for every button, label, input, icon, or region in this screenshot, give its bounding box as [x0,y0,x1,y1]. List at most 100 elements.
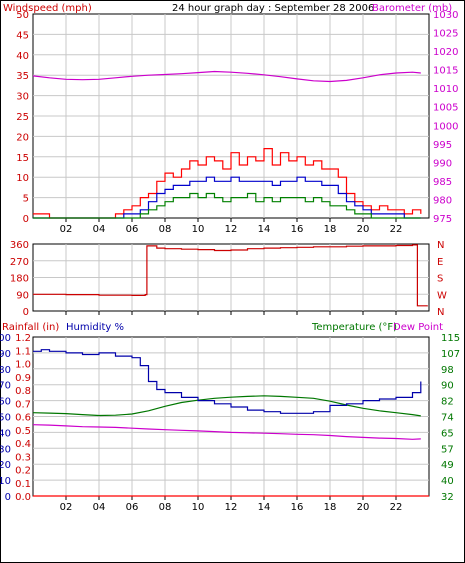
windspeed-tick-label: 5 [23,194,29,205]
barometer-line [32,70,421,83]
windspeed-tick-label: 45 [16,30,29,41]
direction-tick-label: 90 [16,290,29,301]
barometer-tick-label: 1015 [433,66,458,77]
wind-gust-line [33,148,422,219]
temperature-tick-label: 57 [441,444,454,455]
windspeed-tick-label: 10 [16,173,29,184]
temperature-tick-label: 107 [441,349,460,360]
climate-panel-x-label: 14 [258,502,271,513]
temperature-tick-label: 49 [441,460,454,471]
wind-panel-x-label: 12 [225,224,238,235]
windspeed-tick-label: 25 [16,112,29,123]
barometer-tick-label: 990 [433,158,452,169]
climate-panel-x-label: 06 [126,502,139,513]
temperature-tick-label: 32 [441,492,454,503]
barometer-tick-label: 1000 [433,121,458,132]
climate-panel-x-label: 22 [390,502,403,513]
humidity-tick-label: 20 [0,460,11,471]
climate-panel-x-label: 10 [192,502,205,513]
rainfall-tick-label: 1.0 [15,360,31,371]
humidity-tick-label: 10 [0,476,11,487]
rainfall-tick-label: 1.2 [15,333,31,344]
rainfall-tick-label: 0.4 [15,439,31,450]
wind-panel-x-label: 10 [192,224,205,235]
wind-panel-x-label: 20 [357,224,370,235]
barometer-tick-label: 995 [433,140,452,151]
windspeed-tick-label: 50 [16,10,29,21]
humidity-line [33,349,422,414]
windspeed-tick-label: 15 [16,153,29,164]
rainfall-axis-label: Rainfall (in) [2,322,59,333]
wind-panel-x-label: 04 [93,224,106,235]
dewpoint-axis-label: Dew Point [393,322,443,333]
rainfall-tick-label: 0.0 [15,492,31,503]
compass-tick-label: E [437,257,443,268]
wind-panel-x-label: 06 [126,224,139,235]
barometer-tick-label: 1025 [433,29,458,40]
direction-tick-label: 360 [10,240,29,251]
windspeed-tick-label: 0 [23,214,29,225]
wind-panel-x-label: 22 [390,224,403,235]
wind-panel-x-label: 16 [291,224,304,235]
rainfall-tick-label: 0.5 [15,426,31,437]
wind-panel-x-label: 18 [324,224,337,235]
climate-panel-x-label: 18 [324,502,337,513]
direction-tick-label: 180 [10,274,29,285]
humidity-axis-label: Humidity % [66,322,124,333]
temperature-tick-label: 98 [441,365,454,376]
direction-tick-label: 0 [23,307,29,318]
windspeed-axis-label: Windspeed (mph) [3,3,92,14]
wind-average-line [33,176,421,219]
temperature-tick-label: 65 [441,428,454,439]
wind-low-line [33,192,421,219]
temperature-tick-label: 82 [441,397,454,408]
barometer-tick-label: 980 [433,195,452,206]
compass-tick-label: N [437,240,444,251]
rainfall-tick-label: 0.2 [15,466,31,477]
compass-tick-label: W [437,290,447,301]
climate-panel-x-label: 02 [60,502,73,513]
humidity-tick-label: 30 [0,444,11,455]
rainfall-tick-label: 0.6 [15,413,31,424]
wind-panel-x-label: 14 [258,224,271,235]
humidity-tick-label: 100 [0,333,11,344]
windspeed-tick-label: 20 [16,132,29,143]
dewpoint-line [32,424,421,440]
temperature-tick-label: 115 [441,333,460,344]
humidity-tick-label: 40 [0,428,11,439]
climate-panel-x-label: 20 [357,502,370,513]
climate-panel-x-label: 12 [225,502,238,513]
barometer-tick-label: 1030 [433,10,458,21]
temperature-tick-label: 40 [441,476,454,487]
barometer-tick-label: 975 [433,214,452,225]
rainfall-tick-label: 0.7 [15,399,31,410]
barometer-tick-label: 1005 [433,103,458,114]
barometer-tick-label: 985 [433,177,452,188]
temperature-tick-label: 74 [441,413,454,424]
wind-panel-x-label: 02 [60,224,73,235]
humidity-tick-label: 60 [0,397,11,408]
compass-tick-label: S [437,274,443,285]
climate-panel-x-label: 04 [93,502,106,513]
compass-tick-label: N [437,307,444,318]
barometer-tick-label: 1010 [433,84,458,95]
windspeed-tick-label: 40 [16,51,29,62]
temperature-tick-label: 90 [441,381,454,392]
windspeed-tick-label: 35 [16,71,29,82]
climate-panel-x-label: 08 [159,502,172,513]
rainfall-tick-label: 0.8 [15,386,31,397]
humidity-tick-label: 80 [0,365,11,376]
humidity-tick-label: 70 [0,381,11,392]
humidity-tick-label: 90 [0,349,11,360]
temperature-line [32,395,421,417]
rainfall-tick-label: 0.1 [15,479,31,490]
humidity-tick-label: 0 [5,492,11,503]
rainfall-tick-label: 0.9 [15,373,31,384]
temperature-axis-label: Temperature (°F) [311,322,397,333]
wind-panel-x-label: 08 [159,224,172,235]
wind-direction-line [33,244,428,307]
climate-panel-x-label: 16 [291,502,304,513]
graph-title: 24 hour graph day : September 28 2006 [172,3,374,14]
barometer-tick-label: 1020 [433,47,458,58]
